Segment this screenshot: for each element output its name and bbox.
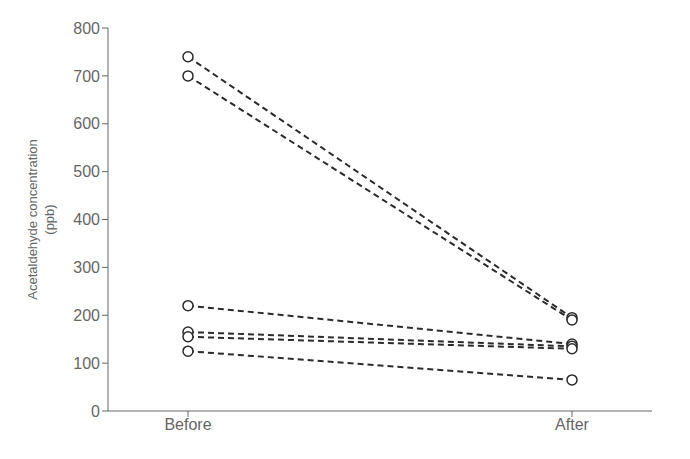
- svg-text:100: 100: [73, 355, 100, 372]
- svg-text:Acetaldehyde concentration: Acetaldehyde concentration: [25, 139, 40, 299]
- svg-text:200: 200: [73, 307, 100, 324]
- svg-text:0: 0: [91, 403, 100, 420]
- svg-text:Before: Before: [164, 416, 211, 433]
- svg-text:300: 300: [73, 259, 100, 276]
- svg-text:(ppb): (ppb): [42, 204, 57, 234]
- svg-text:600: 600: [73, 115, 100, 132]
- svg-text:500: 500: [73, 163, 100, 180]
- svg-text:700: 700: [73, 68, 100, 85]
- svg-text:400: 400: [73, 211, 100, 228]
- svg-text:800: 800: [73, 20, 100, 37]
- svg-text:After: After: [555, 416, 589, 433]
